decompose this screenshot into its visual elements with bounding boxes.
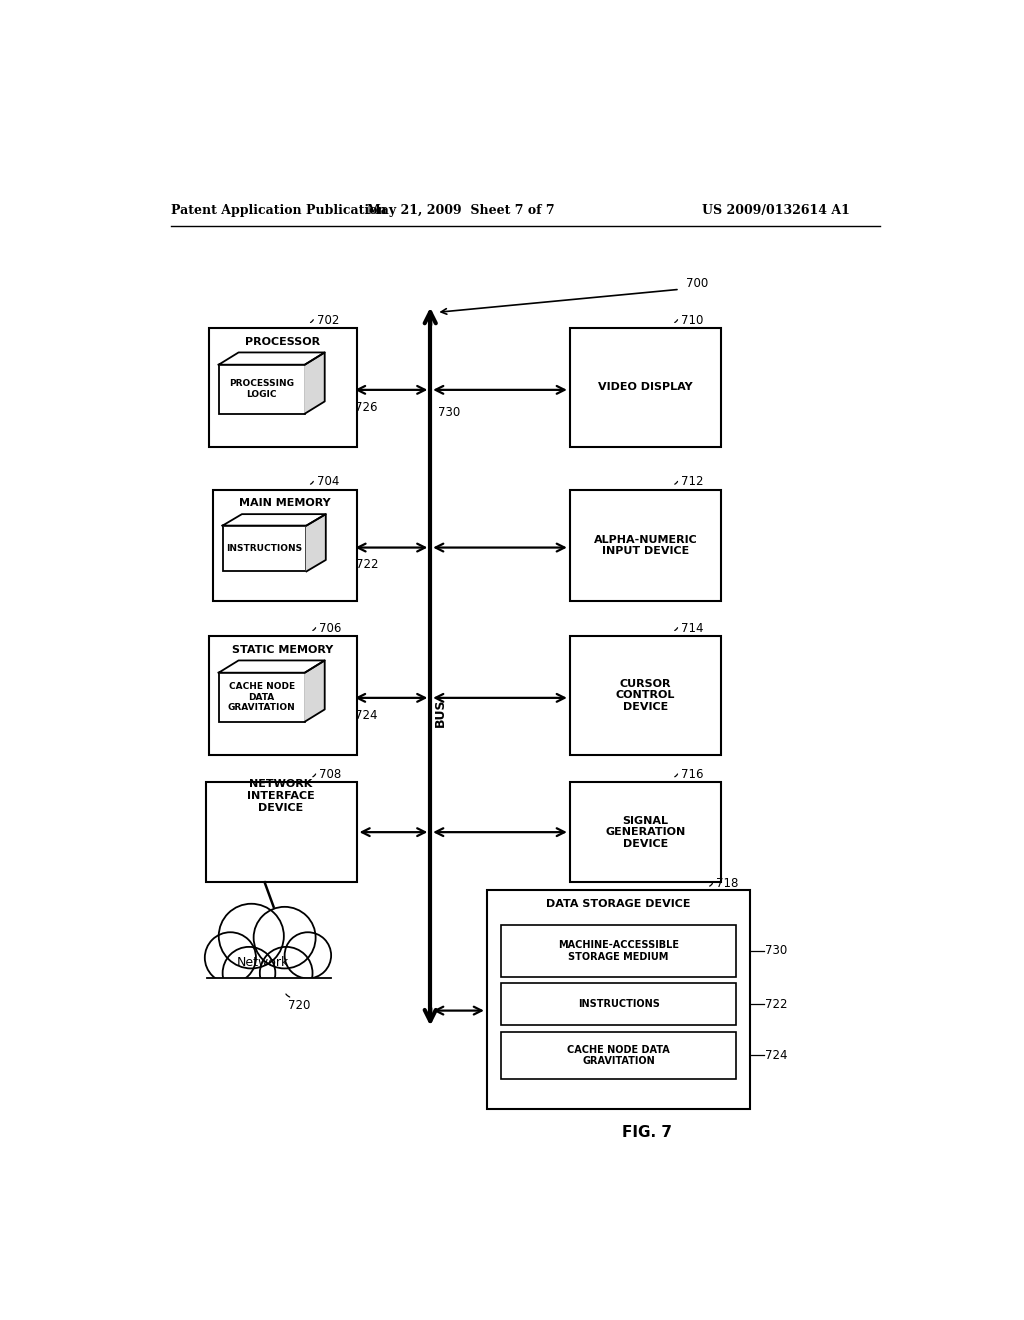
- Text: CACHE NODE DATA
GRAVITATION: CACHE NODE DATA GRAVITATION: [567, 1044, 670, 1067]
- Text: May 21, 2009  Sheet 7 of 7: May 21, 2009 Sheet 7 of 7: [368, 205, 555, 218]
- Text: DATA STORAGE DEVICE: DATA STORAGE DEVICE: [547, 899, 691, 908]
- Bar: [569, 781, 721, 882]
- Text: 730: 730: [765, 944, 787, 957]
- Text: 724: 724: [765, 1049, 787, 1063]
- Circle shape: [254, 907, 315, 969]
- Polygon shape: [306, 515, 326, 572]
- Text: 718: 718: [716, 878, 738, 890]
- Bar: [569, 490, 721, 601]
- Text: 724: 724: [355, 709, 378, 722]
- Text: PROCESSOR: PROCESSOR: [246, 337, 321, 347]
- Text: 720: 720: [288, 999, 310, 1012]
- Bar: [501, 924, 736, 977]
- Bar: [222, 525, 306, 572]
- Text: CACHE NODE
DATA
GRAVITATION: CACHE NODE DATA GRAVITATION: [228, 682, 296, 711]
- Text: 700: 700: [686, 277, 709, 289]
- Polygon shape: [305, 660, 325, 722]
- Circle shape: [205, 932, 256, 983]
- Polygon shape: [305, 352, 325, 413]
- Bar: [209, 636, 356, 755]
- Bar: [569, 327, 721, 447]
- Text: ALPHA-NUMERIC
INPUT DEVICE: ALPHA-NUMERIC INPUT DEVICE: [594, 535, 697, 556]
- Text: INSTRUCTIONS: INSTRUCTIONS: [226, 544, 302, 553]
- Text: MACHINE-ACCESSIBLE
STORAGE MEDIUM: MACHINE-ACCESSIBLE STORAGE MEDIUM: [558, 940, 679, 961]
- Text: 722: 722: [765, 998, 787, 1011]
- Polygon shape: [222, 515, 326, 525]
- Polygon shape: [219, 352, 325, 364]
- Text: 716: 716: [681, 768, 703, 781]
- Bar: [501, 1032, 736, 1080]
- Text: 702: 702: [317, 314, 340, 326]
- Text: FIG. 7: FIG. 7: [623, 1125, 672, 1140]
- Text: CURSOR
CONTROL
DEVICE: CURSOR CONTROL DEVICE: [615, 678, 675, 711]
- Polygon shape: [194, 978, 340, 1024]
- Text: 714: 714: [681, 622, 703, 635]
- Bar: [206, 781, 356, 882]
- Text: SIGNAL
GENERATION
DEVICE: SIGNAL GENERATION DEVICE: [605, 816, 685, 849]
- Bar: [213, 490, 356, 601]
- Text: PROCESSING
LOGIC: PROCESSING LOGIC: [229, 379, 294, 399]
- Bar: [569, 636, 721, 755]
- Text: VIDEO DISPLAY: VIDEO DISPLAY: [598, 383, 692, 392]
- Text: 706: 706: [319, 622, 342, 635]
- Circle shape: [285, 932, 331, 978]
- Text: 730: 730: [438, 407, 460, 418]
- Circle shape: [219, 904, 284, 969]
- Text: 704: 704: [317, 475, 340, 488]
- Circle shape: [260, 946, 312, 999]
- Bar: [219, 673, 305, 722]
- Text: BUS: BUS: [434, 698, 446, 727]
- Text: STATIC MEMORY: STATIC MEMORY: [232, 644, 334, 655]
- Text: 722: 722: [355, 558, 378, 572]
- Bar: [486, 890, 751, 1109]
- Text: Patent Application Publication: Patent Application Publication: [171, 205, 386, 218]
- Bar: [219, 364, 305, 413]
- Text: 712: 712: [681, 475, 703, 488]
- Bar: [501, 983, 736, 1026]
- Circle shape: [222, 946, 275, 999]
- Text: 708: 708: [319, 768, 342, 781]
- Bar: [209, 327, 356, 447]
- Text: NETWORK
INTERFACE
DEVICE: NETWORK INTERFACE DEVICE: [247, 779, 315, 813]
- Text: Network: Network: [237, 956, 289, 969]
- Text: MAIN MEMORY: MAIN MEMORY: [240, 499, 331, 508]
- Polygon shape: [219, 660, 325, 673]
- Text: INSTRUCTIONS: INSTRUCTIONS: [578, 999, 659, 1010]
- Text: 710: 710: [681, 314, 703, 326]
- Text: US 2009/0132614 A1: US 2009/0132614 A1: [701, 205, 849, 218]
- Text: 726: 726: [355, 401, 378, 413]
